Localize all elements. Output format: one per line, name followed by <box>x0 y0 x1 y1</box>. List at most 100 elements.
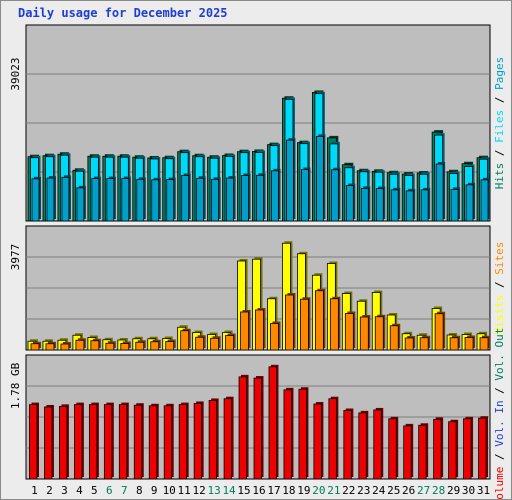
pages-bar <box>315 134 326 222</box>
bar-face <box>211 178 220 222</box>
bar-face <box>210 337 220 351</box>
sites-bar <box>344 311 356 351</box>
bar-face <box>74 404 83 480</box>
bar-face <box>329 298 339 351</box>
bar-face <box>464 337 474 351</box>
day-label: 1 <box>31 484 38 497</box>
volume-bar <box>298 387 309 480</box>
day-label: 5 <box>91 484 98 497</box>
volume-panel: 1.78 GB Volume / Vol. In / Vol. Out <box>9 328 506 500</box>
bar-face <box>328 398 337 480</box>
bar-face <box>389 325 399 351</box>
bar-face <box>286 139 294 222</box>
bar-face <box>283 389 292 480</box>
pages-bar <box>465 182 476 222</box>
bar-face <box>30 343 40 351</box>
bar-face <box>61 176 70 222</box>
pages-bar <box>106 176 116 222</box>
day-label: 20 <box>312 484 325 497</box>
panel-legend: Volume / Vol. In / Vol. Out <box>493 328 506 500</box>
day-label: 22 <box>342 484 355 497</box>
volume-bar <box>103 402 114 480</box>
bar-face <box>313 403 322 480</box>
bar-face <box>195 336 205 351</box>
sites-bar <box>90 338 101 351</box>
day-label: 26 <box>402 484 415 497</box>
pages-bar <box>211 177 221 222</box>
panel-legend: Visits / Sites <box>493 242 506 335</box>
legend-entry: Volume <box>493 467 506 500</box>
day-label: 28 <box>432 484 445 497</box>
pages-bar <box>286 138 296 222</box>
bar-face <box>105 342 115 351</box>
volume-bar <box>163 403 174 480</box>
bar-face <box>166 179 175 222</box>
pages-bar <box>345 183 356 222</box>
volume-bar <box>343 408 354 480</box>
bar-face <box>388 418 397 480</box>
pages-bar <box>450 187 461 222</box>
bar-face <box>103 404 113 480</box>
day-label: 23 <box>357 484 370 497</box>
volume-bar <box>418 423 429 480</box>
pages-bar <box>61 175 71 222</box>
bar-face <box>404 337 414 351</box>
pages-bar <box>435 161 446 222</box>
bar-face <box>480 179 489 222</box>
bar-face <box>359 316 369 351</box>
bar-face <box>270 323 279 351</box>
bar-face <box>91 178 100 222</box>
bar-face <box>88 404 98 480</box>
bar-face <box>165 341 175 351</box>
pages-bar <box>405 188 416 222</box>
legend-entry: / <box>493 381 506 401</box>
volume-bar <box>29 402 39 480</box>
day-axis: 1 2 3 4 5 6 7 8 9 10 11 12 13 14 15 16 17 18 19 20 21 22 23 24 2… <box>31 484 490 497</box>
bar-face <box>390 189 399 222</box>
sites-bar <box>180 328 191 351</box>
bar-face <box>478 417 487 480</box>
bar-face <box>75 339 85 351</box>
sites-bar <box>60 342 71 351</box>
sites-bar <box>404 336 416 351</box>
bar-face <box>148 405 158 480</box>
bar-face <box>59 405 68 480</box>
volume-bar <box>133 403 144 480</box>
pages-bar <box>76 185 86 222</box>
bar-face <box>208 400 218 480</box>
sites-bar <box>75 338 86 351</box>
day-label: 19 <box>297 484 310 497</box>
sites-bar <box>210 336 221 351</box>
legend-entry: Pages <box>493 57 506 90</box>
pages-bar <box>375 186 386 222</box>
legend-entry: / <box>493 447 506 467</box>
pages-bar <box>181 173 191 222</box>
bar-face <box>196 177 205 222</box>
bar-face <box>226 177 234 222</box>
legend-entry: Vol. Out <box>493 328 506 381</box>
bar-face <box>150 341 160 351</box>
sites-bar <box>449 335 461 351</box>
volume-bar <box>478 416 489 480</box>
volume-bar <box>59 404 69 480</box>
day-label: 15 <box>237 484 250 497</box>
panel-legend: Hits / Files / Pages <box>493 57 506 190</box>
bar-face <box>31 178 40 222</box>
day-label: 9 <box>151 484 158 497</box>
day-label: 16 <box>252 484 265 497</box>
pages-bar <box>390 187 401 222</box>
bar-face <box>375 188 384 222</box>
volume-bar <box>373 407 384 480</box>
volume-bar <box>44 404 54 480</box>
volume-bar <box>223 396 234 480</box>
bar-face <box>45 343 55 351</box>
sites-bar <box>419 335 431 351</box>
volume-bar <box>358 410 369 480</box>
pages-bar <box>330 167 341 222</box>
bar-face <box>403 425 412 480</box>
volume-bar <box>74 402 84 480</box>
bar-face <box>151 179 160 222</box>
bar-face <box>118 404 128 480</box>
bar-face <box>360 187 369 222</box>
day-label: 2 <box>46 484 53 497</box>
